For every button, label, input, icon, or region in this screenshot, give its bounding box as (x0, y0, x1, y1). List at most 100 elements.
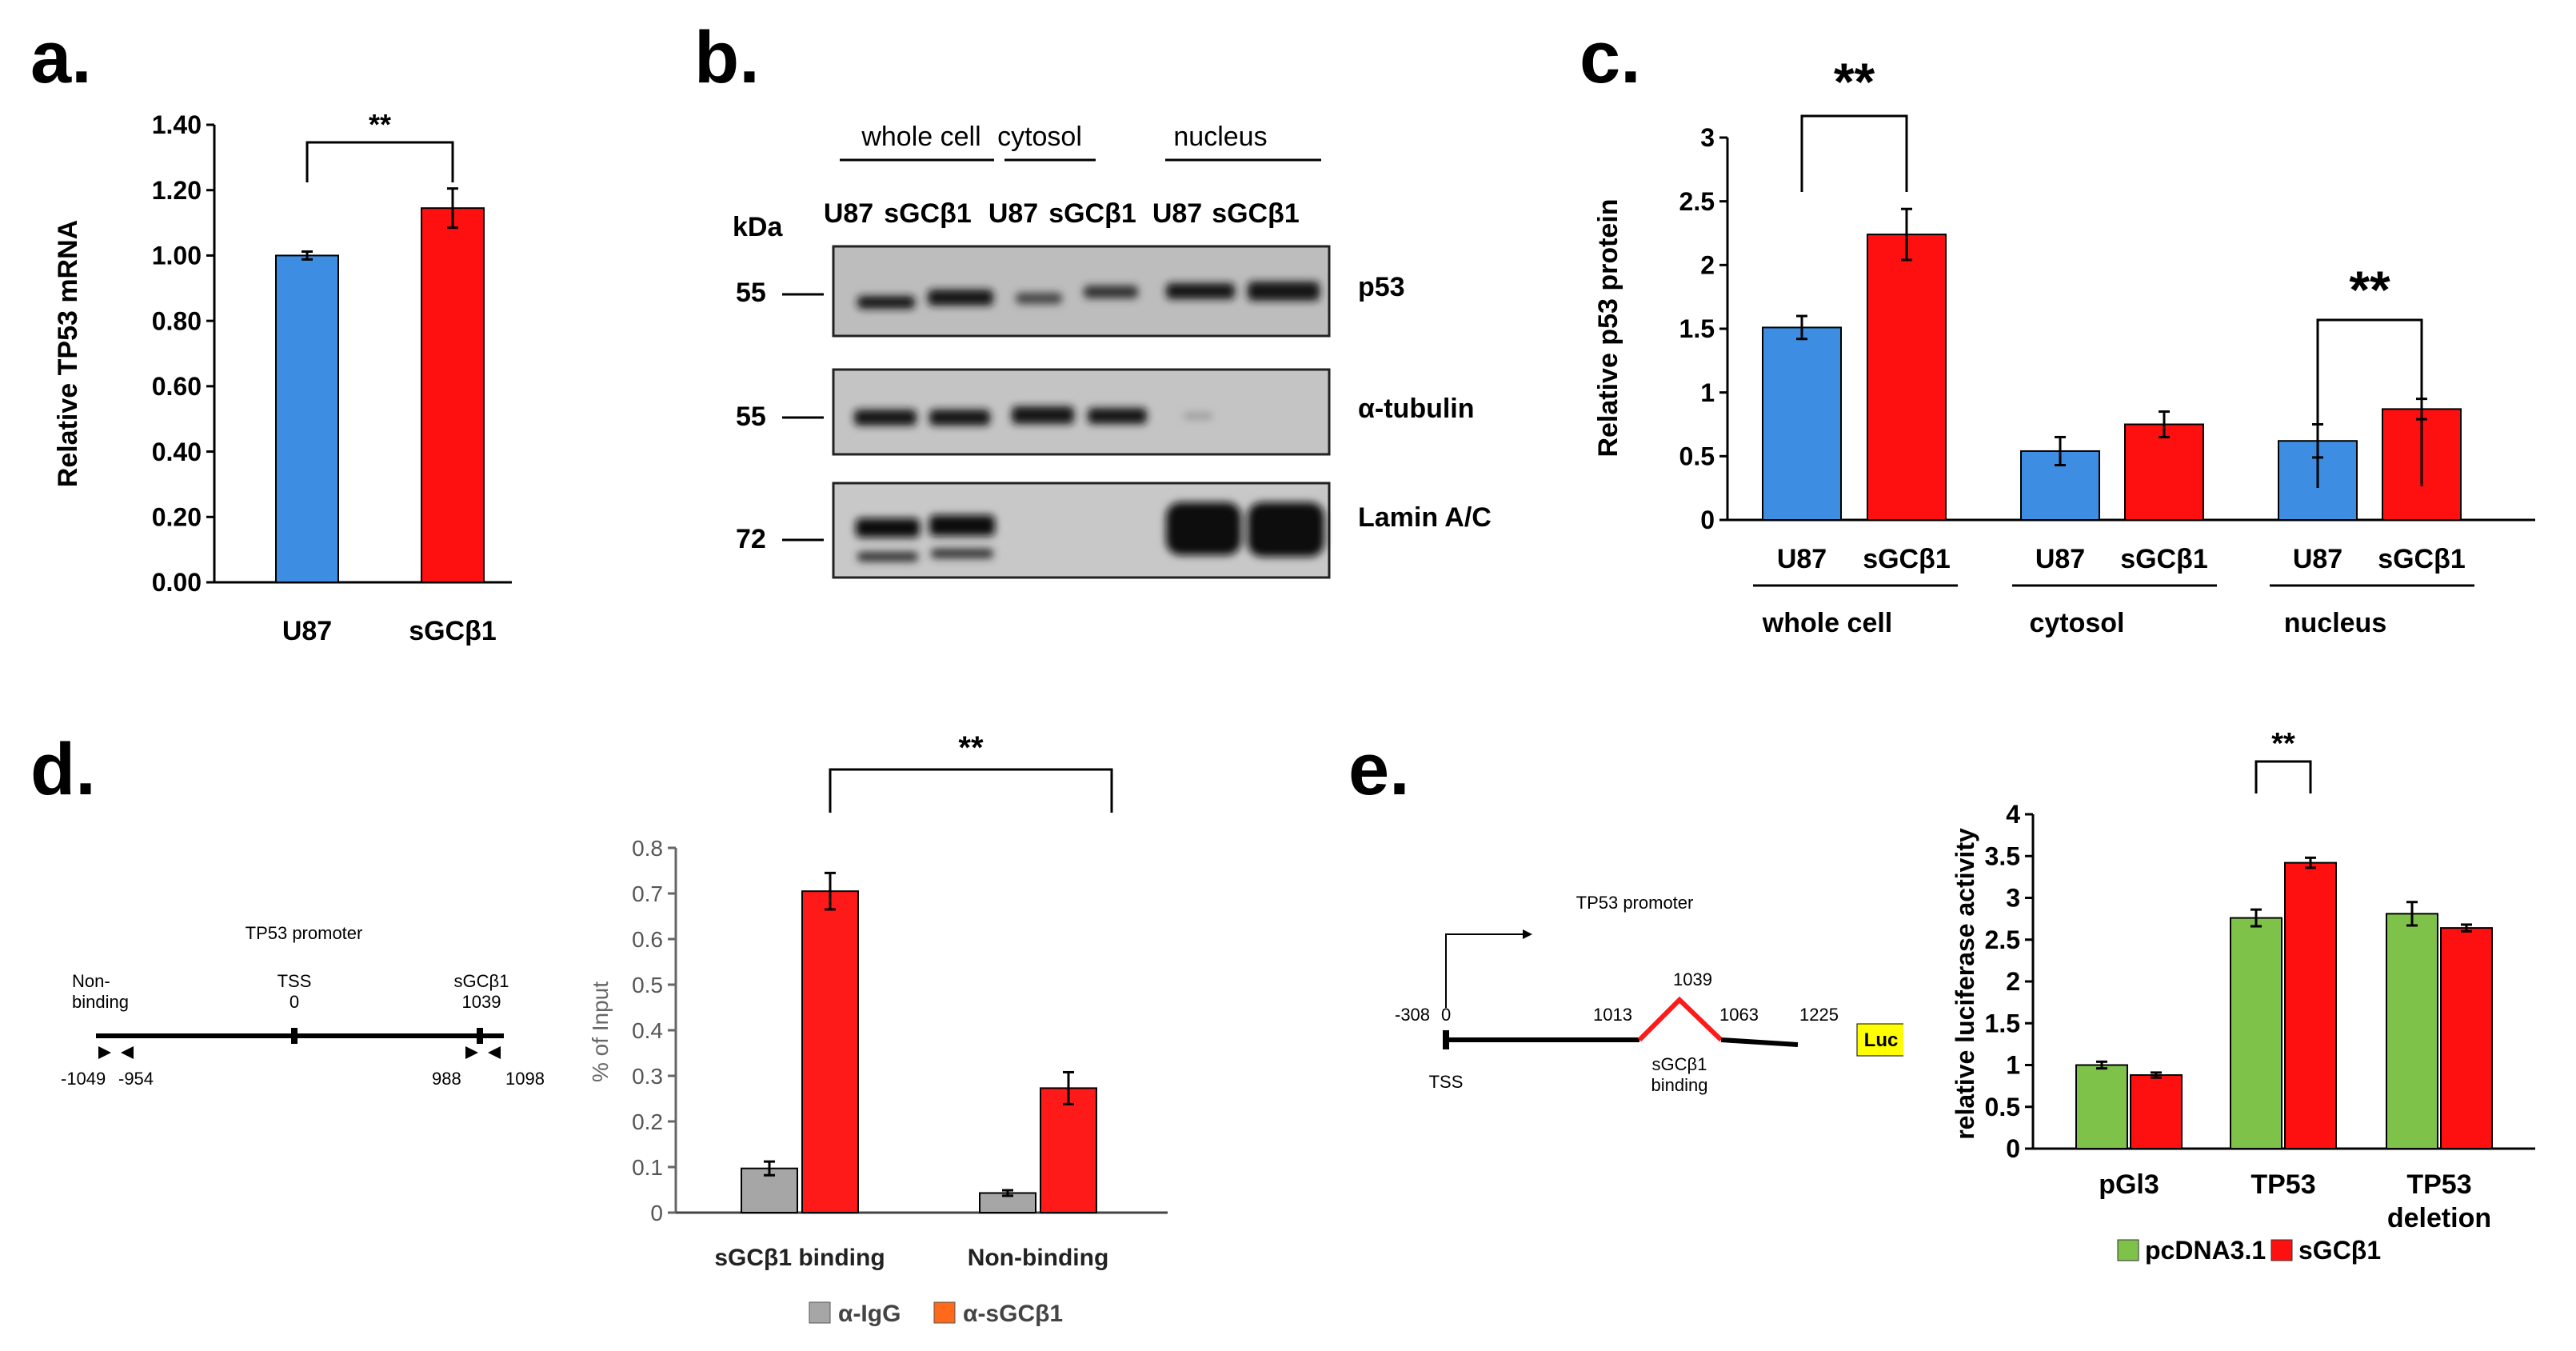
promoter-label: 1039 (1673, 969, 1712, 989)
blot-membrane-tubulin (832, 368, 1331, 456)
significance-bracket (2316, 318, 2423, 488)
promoter-label: -1049 (61, 1069, 106, 1088)
blot-membrane-p53 (832, 245, 1331, 338)
y-tick-label: 2.5 (1679, 187, 1715, 216)
legend-swatch (2270, 1239, 2293, 1261)
bar (2130, 1074, 2183, 1150)
mw-marker: 55 (736, 402, 766, 432)
promoter-label: -308 (1395, 1005, 1430, 1025)
legend-swatch (2117, 1239, 2139, 1261)
band (1248, 282, 1320, 301)
bar (275, 254, 339, 583)
y-axis-label: relative luciferase activity (1951, 828, 1979, 1140)
y-tick-label: 0.20 (152, 502, 202, 531)
y-tick-label: 0.5 (1679, 442, 1715, 471)
promoter-label: 988 (432, 1069, 461, 1088)
lane-label: U87 (824, 198, 873, 229)
y-tick-label: 3.5 (1985, 841, 2020, 870)
promoter-label: sGCβ1 (1652, 1054, 1707, 1074)
promoter-diagram-e: TP53 promoter -308 0 1013 1039 1063 1225… (1395, 893, 1903, 1095)
band-name-lamin: Lamin A/C (1358, 502, 1492, 533)
tss-arrow (1445, 933, 1523, 1008)
band (854, 410, 917, 426)
lane-label: U87 (1152, 198, 1202, 229)
bar (1867, 234, 1947, 521)
band (856, 518, 920, 538)
promoter-label: TSS (1429, 1072, 1464, 1092)
legend-label: α-sGCβ1 (963, 1301, 1063, 1327)
y-tick-label: 2.5 (1985, 925, 2020, 954)
y-tick-label: 0.8 (632, 836, 663, 861)
significance-bracket (306, 141, 454, 182)
legend-label: pcDNA3.1 (2145, 1236, 2266, 1265)
western-blot: whole cell cytosol nucleus kDa U87 sGCβ1… (733, 122, 1492, 579)
chart-d-chip: 0 0.1 0.2 0.3 0.4 0.5 0.6 0.7 0.8 sGCβ1 binding No… (588, 730, 1168, 1327)
band (929, 410, 990, 426)
luc-box (1856, 1023, 1903, 1057)
y-tick-label: 0.40 (152, 438, 202, 466)
lane-label: sGCβ1 (1212, 198, 1300, 229)
promoter-label: Non- (72, 971, 110, 991)
panel-label-d: d. (30, 729, 96, 810)
bar (2124, 423, 2204, 521)
chart-a-mrna: 0.00 0.20 0.40 0.60 0.80 1.00 1.20 1.40 U87 sGCβ1… (53, 108, 512, 646)
significance-bracket (1800, 114, 1908, 192)
bar (2284, 861, 2337, 1150)
promoter-title: TP53 promoter (1576, 893, 1694, 913)
y-tick-label: 0.00 (152, 568, 202, 597)
y-axis-label: Relative TP53 mRNA (53, 220, 83, 487)
site-tick (477, 1028, 483, 1044)
bar (1762, 326, 1842, 522)
luc-label: Luc (1864, 1029, 1899, 1051)
x-tick-label: sGCβ1 (1863, 544, 1951, 574)
promoter-label: TSS (278, 971, 312, 991)
x-tick-label: U87 (1777, 544, 1827, 574)
primer-arrow (488, 1046, 501, 1059)
band-name-tubulin: α-tubulin (1358, 394, 1475, 424)
significance-label: ** (369, 108, 391, 141)
y-tick-label: 0 (2006, 1134, 2020, 1163)
y-tick-label: 3 (1700, 123, 1715, 152)
promoter-label: 0 (290, 992, 299, 1012)
legend-label: sGCβ1 (2298, 1236, 2381, 1265)
band (1016, 293, 1062, 304)
x-tick-label: TP53 (2251, 1169, 2315, 1200)
significance-label: ** (1834, 52, 1875, 111)
band (1084, 286, 1138, 298)
chart-c-protein: 0 0.5 1 1.5 2 2.5 3 U87 sGCβ1 U87 sGCβ1 U87 sGCβ1 who… (1593, 52, 2535, 638)
x-tick-label: U87 (2293, 544, 2342, 574)
lane-label: sGCβ1 (1048, 198, 1136, 229)
legend-swatch (809, 1301, 831, 1324)
bar (801, 890, 859, 1213)
mw-marker: 55 (736, 278, 766, 308)
y-tick-label: 0.4 (632, 1018, 663, 1043)
y-tick-label: 0 (1700, 506, 1715, 534)
group-label: cytosol (2029, 608, 2124, 638)
bar (2440, 927, 2493, 1149)
primer-arrow (465, 1046, 478, 1059)
legend-swatch (933, 1301, 956, 1324)
promoter-label: 1039 (462, 992, 501, 1012)
primer-arrow (98, 1046, 111, 1059)
group-label: whole cell (1762, 608, 1893, 638)
y-tick-label: 0.7 (632, 881, 663, 906)
tss-arrowhead (1523, 929, 1532, 939)
blot-group-cytosol: cytosol (997, 122, 1082, 152)
panel-label-e: e. (1348, 729, 1410, 810)
y-tick-label: 1.5 (1679, 314, 1715, 343)
promoter-label: 1013 (1593, 1005, 1632, 1025)
promoter-label: binding (1651, 1075, 1708, 1095)
bar (1040, 1087, 1097, 1214)
band (1088, 408, 1147, 424)
panel-label-b: b. (694, 17, 760, 98)
panel-label-c: c. (1580, 17, 1641, 98)
legend-label: α-IgG (838, 1301, 901, 1327)
x-tick-label: TP53 (2406, 1169, 2471, 1200)
group-label: nucleus (2284, 608, 2386, 638)
promoter-title: TP53 promoter (246, 923, 363, 943)
binding-site (1637, 996, 1723, 1042)
bar (421, 207, 485, 583)
blot-group-nucleus: nucleus (1173, 122, 1267, 152)
band (1248, 502, 1324, 557)
kda-label: kDa (733, 212, 783, 242)
